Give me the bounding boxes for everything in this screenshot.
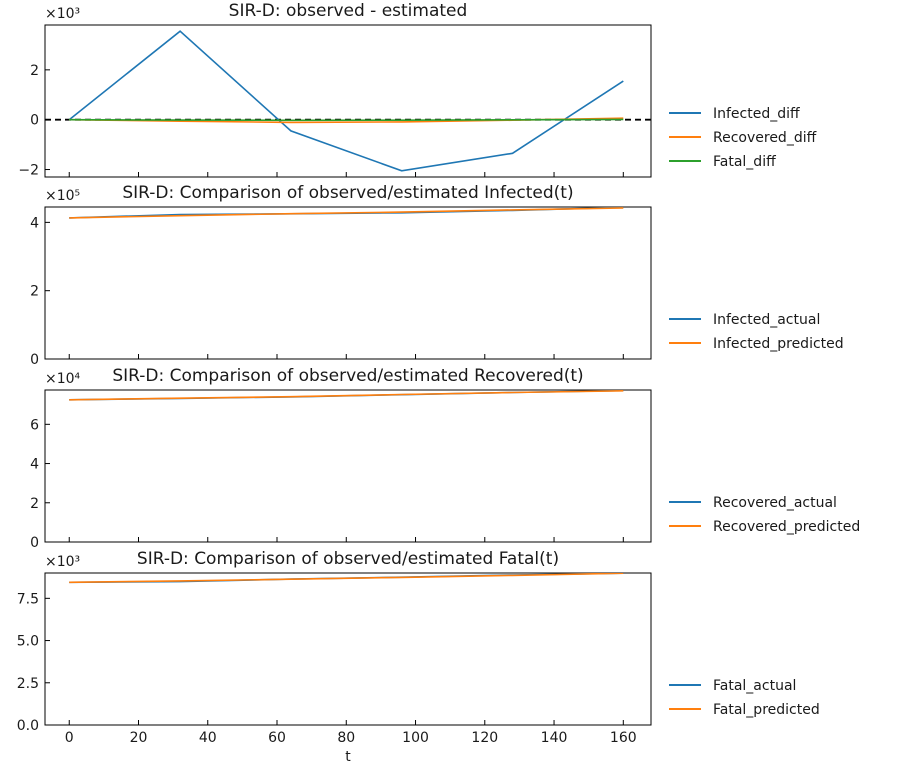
y-scale-label: ×10³ [45, 6, 80, 22]
panel-title: SIR-D: Comparison of observed/estimated … [112, 366, 583, 386]
x-tick-label: 120 [471, 730, 498, 746]
panel-title: SIR-D: Comparison of observed/estimated … [122, 183, 573, 203]
legend-label: Infected_predicted [713, 336, 844, 352]
y-tick-label: 4 [30, 457, 39, 473]
series-line-fatal-predicted [69, 573, 624, 584]
y-scale-label: ×10⁴ [45, 371, 81, 387]
y-tick-label: 0 [30, 352, 39, 368]
legend-label: Fatal_predicted [713, 702, 820, 718]
panel-3: SIR-D: Comparison of observed/estimated … [30, 366, 860, 551]
x-tick-label: 20 [130, 730, 148, 746]
legend-label: Recovered_diff [713, 130, 817, 146]
axes-frame [44, 389, 652, 543]
y-tick-label: 5.0 [17, 634, 39, 650]
y-tick-label: 2 [30, 496, 39, 512]
legend-label: Fatal_actual [713, 678, 796, 694]
axes-frame [44, 572, 652, 726]
panel-1: SIR-D: observed - estimated ×10³ −2 0 2 Infec… [18, 1, 816, 179]
series-line-fatal-diff [69, 118, 624, 122]
series-line-infected-predicted [69, 207, 624, 219]
y-tick-label: 6 [30, 417, 39, 433]
legend-label: Infected_diff [713, 106, 800, 122]
x-tick-label: 60 [268, 730, 286, 746]
y-tick-label: 7.5 [17, 591, 39, 607]
x-tick-label: 0 [65, 730, 74, 746]
y-scale-label: ×10³ [45, 554, 80, 570]
axes-frame [44, 206, 652, 360]
panel-2: SIR-D: Comparison of observed/estimated … [30, 183, 844, 368]
x-tick-label: 80 [337, 730, 355, 746]
legend-label: Recovered_predicted [713, 519, 860, 535]
y-tick-label: 2 [30, 284, 39, 300]
series-line-infected-diff [68, 30, 624, 172]
x-tick-label: 160 [610, 730, 637, 746]
y-tick-label: 0.0 [17, 718, 39, 734]
panel-title: SIR-D: observed - estimated [229, 1, 468, 21]
y-tick-label: −2 [18, 163, 39, 179]
series-line-recovered-predicted [69, 390, 624, 401]
x-tick-label: 140 [541, 730, 568, 746]
y-scale-label: ×10⁵ [45, 188, 80, 204]
y-tick-label: 2 [30, 63, 39, 79]
y-tick-label: 0 [30, 535, 39, 551]
axes-frame [44, 24, 652, 178]
panel-title: SIR-D: Comparison of observed/estimated … [137, 549, 559, 569]
legend-label: Fatal_diff [713, 154, 776, 170]
x-tick-label: 40 [199, 730, 217, 746]
x-axis-label: t [345, 749, 351, 761]
legend-label: Recovered_actual [713, 495, 837, 511]
x-tick-label: 100 [402, 730, 429, 746]
panel-4: SIR-D: Comparison of observed/estimated … [17, 549, 820, 761]
y-tick-label: 4 [30, 215, 39, 231]
legend-label: Infected_actual [713, 312, 820, 328]
y-tick-label: 2.5 [17, 676, 39, 692]
y-tick-label: 0 [30, 113, 39, 129]
